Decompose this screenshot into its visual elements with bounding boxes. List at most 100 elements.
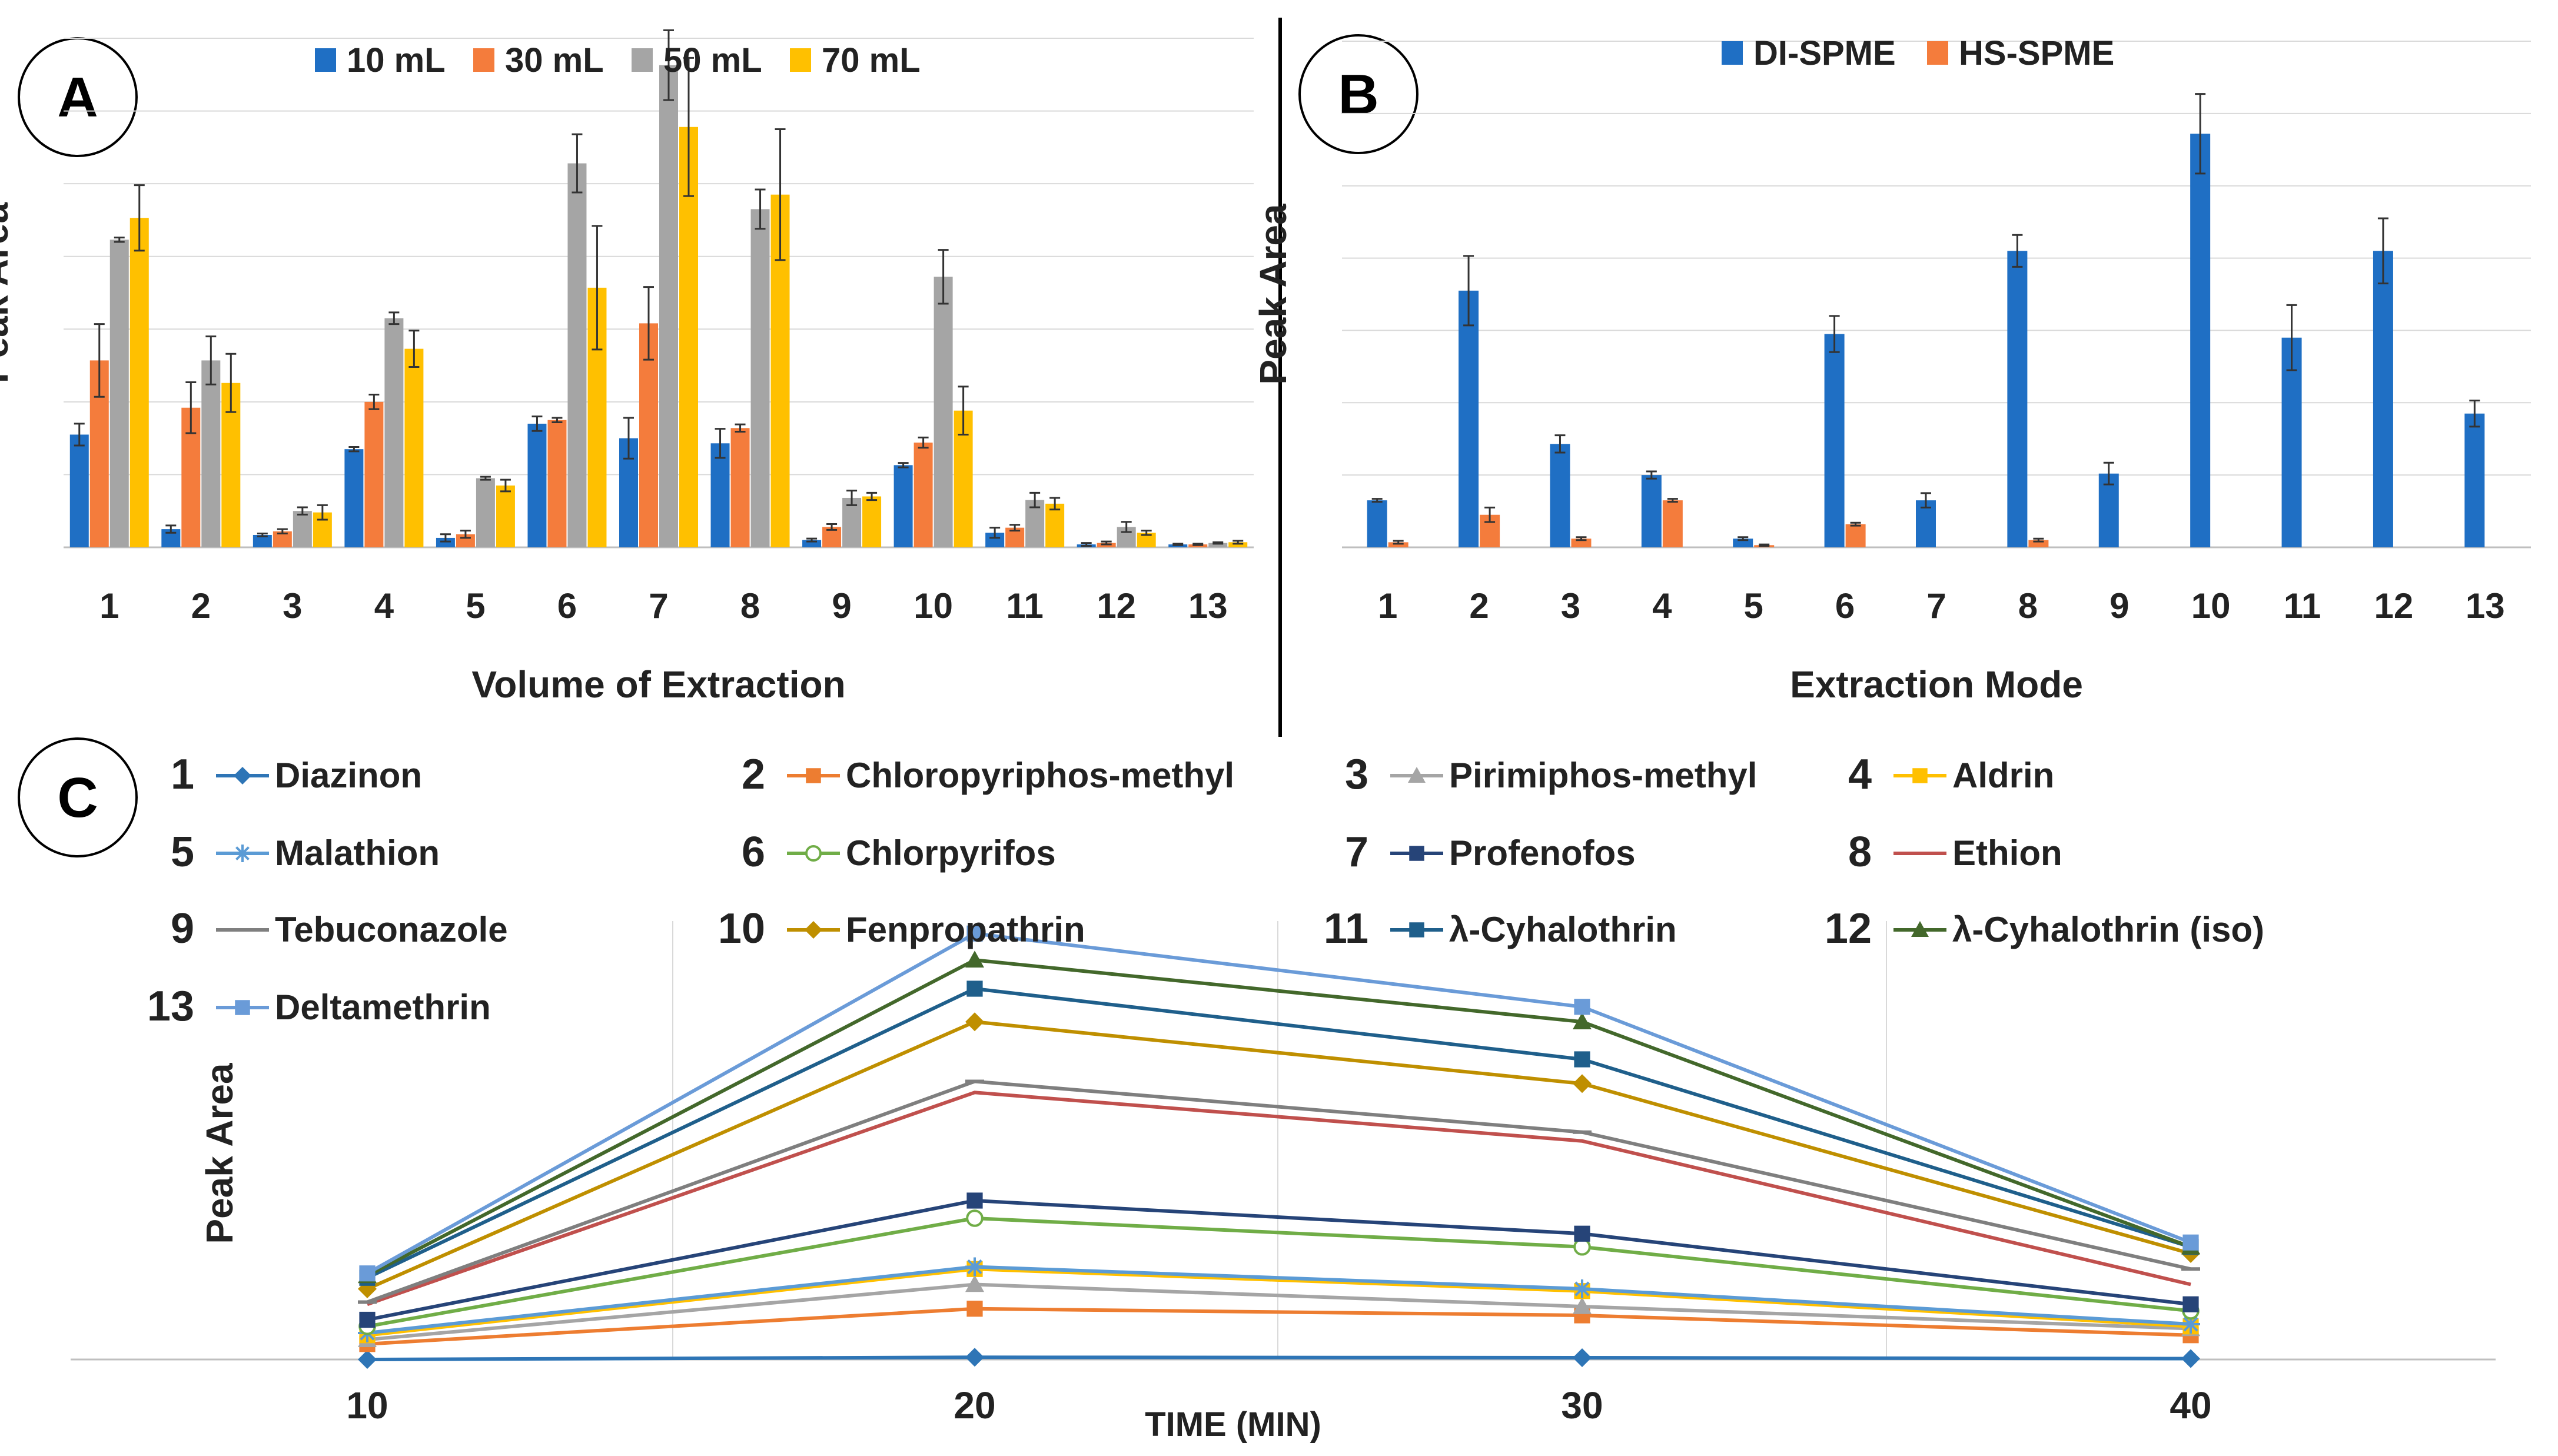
legend-label: Deltamethrin [275,988,491,1027]
x-axis-title: Extraction Mode [1790,663,2083,706]
x-tick-label: 2 [1469,586,1489,626]
bar [1550,444,1570,547]
series-line [367,1198,2191,1322]
series-line [367,1307,2191,1346]
legend-label: Profenofos [1449,833,1636,873]
panel-c-label: C [57,766,98,829]
series-line [366,932,2192,1275]
bar [1388,542,1408,547]
legend-label: Chlorpyrifos [846,833,1056,873]
bar [476,478,495,547]
series-line [367,1267,2191,1337]
bar [893,465,913,547]
x-tick-label: 13 [2466,586,2505,626]
legend-swatch [315,48,336,72]
marker [2183,1317,2198,1332]
legend-swatch [1927,41,1948,65]
legend-entry: HS-SPME [1927,34,2114,72]
legend-entry: 6 Chlorpyrifos [742,829,1056,876]
marker [1574,1051,1590,1068]
x-tick-label: 30 [1561,1384,1603,1427]
x-tick-label: 7 [1926,586,1946,626]
marker [1573,1074,1592,1093]
legend-label: Ethion [1952,833,2062,873]
bar [2281,337,2302,547]
series-13 [359,925,2199,1282]
x-tick-label: 7 [649,586,668,626]
series-line [366,986,2191,1279]
bar [109,240,129,547]
marker [359,1265,376,1282]
marker [966,1301,983,1317]
legend-label: λ-Cyhalothrin (iso) [1952,910,2264,949]
legend-label: Malathion [275,833,440,873]
bar [1845,524,1866,547]
bar [2464,413,2485,547]
legend-label: Fenpropathrin [846,910,1085,949]
series-10 [358,1012,2200,1298]
legend-number: 6 [742,829,765,876]
marker [359,1311,376,1328]
x-tick-label: 6 [1835,586,1855,626]
series-line [366,958,2192,1278]
marker [966,980,983,997]
bar [2373,251,2393,547]
marker [1574,1281,1590,1297]
legend-entry: 4 Aldrin [1848,751,2054,798]
bar [679,127,698,547]
legend-entry: 9 Tebuconazole [171,905,508,952]
marker [967,1259,982,1275]
marker [1574,999,1590,1015]
marker [1409,922,1424,938]
x-axis-title: TIME (MIN) [1145,1405,1321,1444]
bar [659,65,678,547]
bar [436,537,455,547]
legend-number: 2 [742,751,765,798]
x-tick-label: 2 [191,586,211,626]
x-tick-label: 10 [2191,586,2231,626]
legend-entry: 7 Profenofos [1345,829,1636,876]
x-tick-label: 8 [740,586,760,626]
bar [842,497,862,547]
legend-label: Diazinon [275,756,422,795]
bar [527,423,547,547]
series-8 [367,1091,2191,1307]
legend-entry: 70 mL [790,41,921,79]
bar [1662,500,1683,547]
series-11 [359,980,2199,1286]
x-tick-label: 4 [374,586,394,626]
x-tick-label: 10 [913,586,953,626]
marker [358,1350,377,1369]
x-tick-label: 1 [1378,586,1397,626]
legend-number: 9 [171,905,194,952]
marker [358,1300,377,1304]
bar [253,534,272,547]
marker [1573,1297,1592,1314]
series-9 [358,1079,2200,1304]
x-tick-label: 10 [346,1384,388,1427]
x-tick-label: 13 [1188,586,1228,626]
bar [1367,500,1387,547]
x-tick-label: 5 [466,586,485,626]
bar [547,420,567,547]
bar [639,323,658,547]
marker [2181,1267,2200,1271]
legend-entry: 13 Deltamethrin [147,983,491,1030]
marker [234,928,251,932]
legend-label: Pirimiphos-methyl [1449,756,1757,795]
legend-label: 30 mL [505,41,604,79]
x-tick-label: 11 [2284,586,2321,626]
marker [2182,1296,2199,1312]
marker [1573,1130,1592,1134]
legend-entry: 5 Malathion [171,829,440,876]
marker [806,768,821,783]
bar [364,401,384,547]
legend-label: 50 mL [663,41,762,79]
marker [1912,768,1928,783]
bar [567,163,587,547]
series-line [367,1282,2191,1342]
series-1 [358,1348,2200,1369]
bar [1045,503,1065,547]
